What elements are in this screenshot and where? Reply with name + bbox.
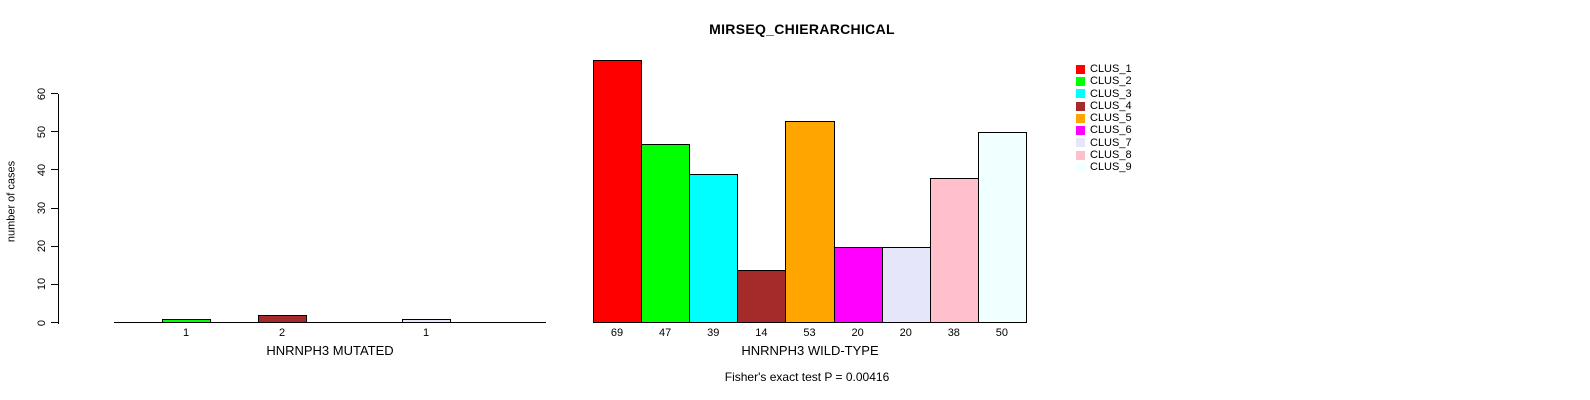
legend-item-clus_3: CLUS_3 <box>1076 88 1132 100</box>
y-tick-label: 0 <box>36 319 48 326</box>
y-tick <box>51 322 58 323</box>
bar-value-label: 47 <box>659 327 672 339</box>
legend-item-clus_2: CLUS_2 <box>1076 75 1132 87</box>
bar-clus_6 <box>833 247 883 323</box>
bar-clus_4 <box>737 270 787 323</box>
legend-swatch <box>1076 126 1085 136</box>
group-label-mutated: HNRNPH3 MUTATED <box>266 343 394 358</box>
y-tick <box>51 283 58 285</box>
bar-value-label: 53 <box>803 327 816 339</box>
y-tick-label: 10 <box>36 278 48 291</box>
legend-item-clus_8: CLUS_8 <box>1076 149 1132 161</box>
bar-value-label: 50 <box>995 327 1009 339</box>
chart-title: MIRSEQ_CHIERARCHICAL <box>709 21 895 37</box>
y-tick <box>51 245 58 247</box>
legend-item-clus_7: CLUS_7 <box>1076 137 1132 149</box>
legend-item-clus_9: CLUS_9 <box>1076 161 1132 173</box>
legend-item-clus_5: CLUS_5 <box>1076 112 1132 124</box>
bar-value-label: 20 <box>851 327 864 339</box>
y-tick <box>51 93 58 94</box>
x-axis-baseline <box>114 322 546 323</box>
bar-value-label: 69 <box>610 327 624 339</box>
legend-item-clus_6: CLUS_6 <box>1076 124 1132 136</box>
fisher-test-annotation: Fisher's exact test P = 0.00416 <box>724 370 890 384</box>
legend-label: CLUS_4 <box>1090 99 1132 112</box>
legend-label: CLUS_8 <box>1090 149 1132 162</box>
bar-value-label: 14 <box>755 327 768 339</box>
bar-value-label: 1 <box>182 327 190 339</box>
bar-clus_1 <box>593 60 643 323</box>
legend-swatch <box>1076 163 1085 173</box>
legend-label: CLUS_2 <box>1090 75 1132 88</box>
bar-clus_5 <box>785 121 835 323</box>
legend-label: CLUS_5 <box>1090 112 1132 125</box>
legend-label: CLUS_1 <box>1090 63 1132 75</box>
y-tick <box>51 207 58 209</box>
bar-clus_4 <box>258 315 307 323</box>
bar-value-label: 39 <box>707 327 720 339</box>
legend-swatch <box>1076 64 1085 74</box>
y-tick-label: 60 <box>36 87 48 100</box>
bar-clus_7 <box>402 319 451 323</box>
legend-swatch <box>1076 113 1085 123</box>
y-tick-label: 40 <box>36 163 48 176</box>
legend-swatch <box>1076 150 1085 160</box>
legend-swatch <box>1076 89 1085 99</box>
legend: CLUS_1 CLUS_2 CLUS_3 CLUS_4 CLUS_5 CLUS_6 CLUS… <box>1076 63 1132 174</box>
bar-value-label: 38 <box>947 327 960 339</box>
bar-clus_8 <box>929 178 979 323</box>
bar-clus_9 <box>977 132 1027 323</box>
bar-clus_2 <box>641 144 691 323</box>
legend-swatch <box>1076 138 1085 148</box>
y-axis-line <box>58 94 59 324</box>
y-tick-label: 30 <box>36 201 48 215</box>
y-tick <box>51 131 58 133</box>
group-label-wildtype: HNRNPH3 WILD-TYPE <box>741 343 879 358</box>
bar-clus_7 <box>881 247 931 323</box>
legend-label: CLUS_9 <box>1090 161 1132 174</box>
y-tick-label: 50 <box>36 125 48 138</box>
legend-item-clus_4: CLUS_4 <box>1076 100 1132 112</box>
bar-clus_2 <box>162 319 211 323</box>
legend-item-clus_1: CLUS_1 <box>1076 63 1132 75</box>
bar-value-label: 20 <box>899 327 912 339</box>
bar-value-label: 1 <box>422 327 430 339</box>
bar-value-label: 2 <box>278 327 286 339</box>
legend-label: CLUS_3 <box>1090 87 1132 100</box>
y-tick <box>51 169 58 171</box>
legend-swatch <box>1076 76 1085 86</box>
bar-clus_3 <box>689 174 739 323</box>
legend-swatch <box>1076 101 1085 111</box>
legend-label: CLUS_6 <box>1090 124 1132 137</box>
legend-label: CLUS_7 <box>1090 136 1132 149</box>
y-tick-label: 20 <box>36 240 48 253</box>
y-axis-label: number of cases <box>5 160 18 243</box>
